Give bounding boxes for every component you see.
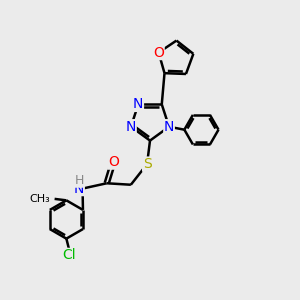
Text: S: S (143, 157, 152, 171)
Text: N: N (164, 120, 174, 134)
Text: N: N (126, 120, 136, 134)
Text: O: O (108, 155, 118, 169)
Text: O: O (153, 46, 164, 59)
Text: CH₃: CH₃ (29, 194, 50, 204)
Text: N: N (74, 182, 84, 196)
Text: Cl: Cl (62, 248, 76, 262)
Text: N: N (133, 98, 143, 111)
Text: H: H (74, 174, 84, 187)
